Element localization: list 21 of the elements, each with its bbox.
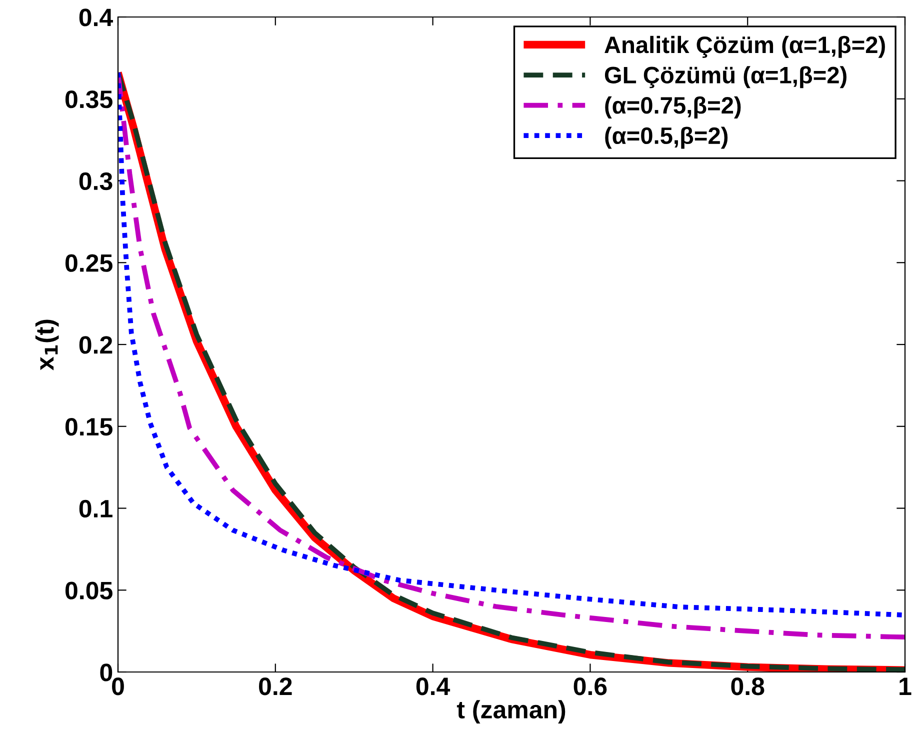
y-tick-label: 0 [100,664,112,682]
y-axis-title: x$_{1}$(t) [35,320,59,370]
y-tick-label: 0.15 [65,418,112,436]
legend-label: Analitik Çözüm (α=1,β=2) [604,36,885,58]
x-tick-label: 1 [900,678,912,695]
x-tick-label: 0.8 [731,678,764,696]
legend-label: GL Çözümü (α=1,β=2) [604,66,846,88]
y-tick-label: 0.3 [79,172,112,190]
y-tick-label: 0.25 [65,254,112,272]
x-tick-label: 0 [112,678,124,696]
legend-label: (α=0.75,β=2) [605,96,741,118]
x-tick-label: 0.2 [259,678,292,696]
y-tick-label: 0.35 [65,90,112,108]
y-tick-label: 0.2 [79,336,112,354]
y-tick-label: 0.05 [65,582,112,600]
y-tick-label: 0.1 [79,500,112,518]
y-tick-label: 0.4 [79,8,114,26]
legend-label: (α=0.5,β=2) [605,126,728,149]
x-axis-title: t (zaman) [456,700,566,724]
x-tick-label: 0.4 [416,678,450,696]
x-tick-label: 0.6 [574,678,607,696]
